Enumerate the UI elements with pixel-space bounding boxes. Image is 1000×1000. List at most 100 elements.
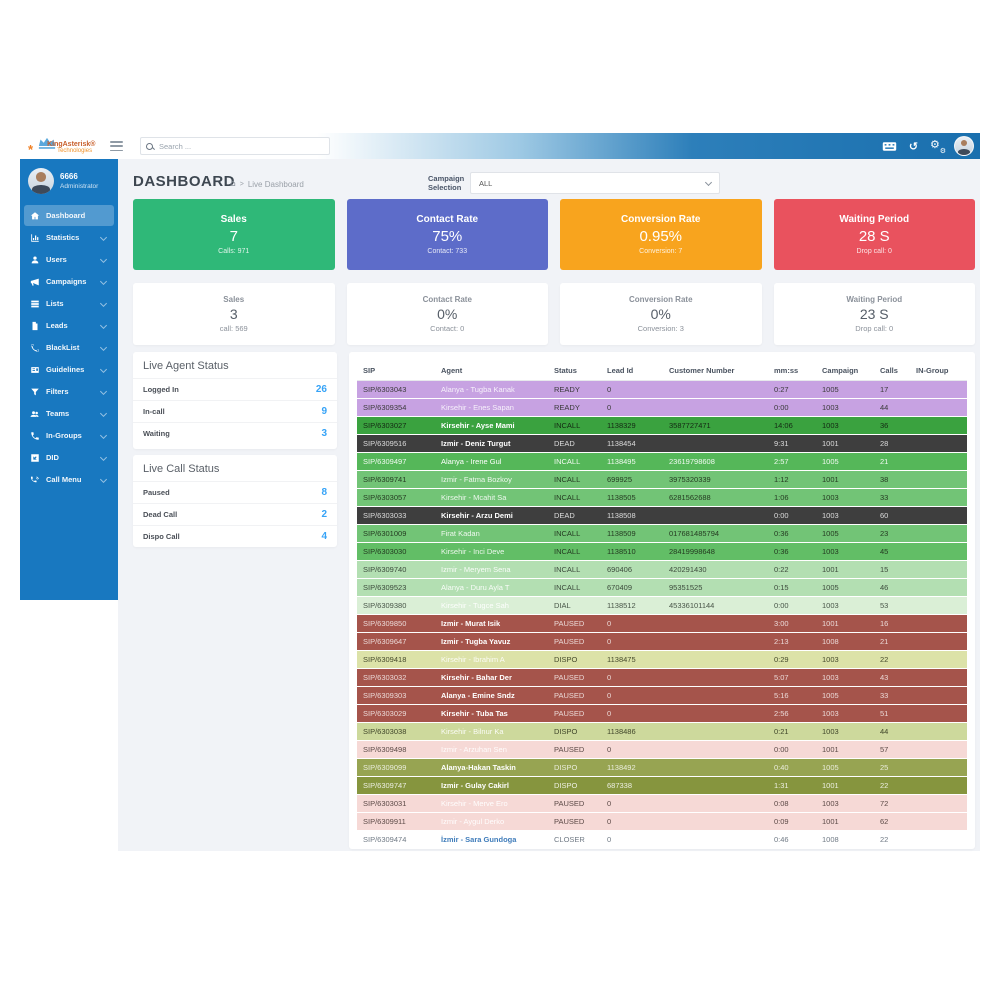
table-row[interactable]: SIP/6303029 Kirsehir - Tuba Tas PAUSED 0 2:5… <box>357 704 967 723</box>
cell-sip: SIP/6309354 <box>363 403 407 412</box>
sidebar-item-teams[interactable]: Teams <box>24 403 114 424</box>
summary-card-value: 3 <box>229 306 238 322</box>
table-row[interactable]: SIP/6303033 Kirsehir - Arzu Demi DEAD 11385… <box>357 506 967 525</box>
cell-calls: 17 <box>880 385 889 394</box>
table-row[interactable]: SIP/6309516 Izmir - Deniz Turgut DEAD 11384… <box>357 434 967 453</box>
cell-time: 5:16 <box>774 691 789 700</box>
stat-card-value: 28 S <box>858 228 890 245</box>
cell-in-group <box>910 687 967 705</box>
table-row[interactable]: SIP/6303031 Kirsehir - Merve Ero PAUSED 0 0:… <box>357 794 967 813</box>
table-row[interactable]: SIP/6309850 Izmir - Murat Isik PAUSED 0 3:00… <box>357 614 967 633</box>
status-row-value: 4 <box>321 531 327 542</box>
table-row[interactable]: SIP/6309099 Alanya-Hakan Taskin DISPO 11384… <box>357 758 967 777</box>
table-row[interactable]: SIP/6303030 Kirsehir - Inci Deve INCALL 113… <box>357 542 967 561</box>
sidebar-item-lists[interactable]: Lists <box>24 293 114 314</box>
column-header-status: Status <box>548 360 601 381</box>
chevron-down-icon <box>99 255 108 264</box>
cell-campaign: 1005 <box>822 457 839 466</box>
home-icon[interactable]: ⌂ <box>230 179 236 189</box>
table-row[interactable]: SIP/6309474 İzmir - Sara Gundoga CLOSER 0 0:… <box>357 830 967 849</box>
cell-customer-number <box>663 831 768 849</box>
home-icon <box>30 211 40 221</box>
topbar-user-avatar[interactable] <box>954 136 974 156</box>
cell-campaign: 1003 <box>822 655 839 664</box>
sidebar-item-leads[interactable]: Leads <box>24 315 114 336</box>
cell-lead-id: 0 <box>607 385 612 394</box>
cell-status: INCALL <box>554 493 581 502</box>
table-row[interactable]: SIP/6303027 Kirsehir - Ayse Mami INCALL 113… <box>357 416 967 435</box>
table-row[interactable]: SIP/6303038 Kirsehir - Bilnur Ka DISPO 1138… <box>357 722 967 741</box>
menu-toggle-button[interactable] <box>110 141 123 151</box>
cell-time: 0:00 <box>774 511 789 520</box>
cell-agent: Alanya - Duru Ayla T <box>441 583 510 592</box>
search-input[interactable] <box>157 140 324 152</box>
brand-logo[interactable]: * KingAsterisk® Technologies <box>28 134 95 158</box>
sidebar-item-statistics[interactable]: Statistics <box>24 227 114 248</box>
cell-sip: SIP/6309516 <box>363 439 407 448</box>
cell-customer-number: 017681485794 <box>669 529 720 538</box>
sidebar-item-call-menu[interactable]: Call Menu <box>24 469 114 490</box>
sidebar-item-dashboard[interactable]: Dashboard <box>24 205 114 226</box>
status-row-label: Paused <box>143 488 170 497</box>
keyboard-icon[interactable] <box>882 140 897 153</box>
table-row[interactable]: SIP/6309911 Izmir - Aygul Derko PAUSED 0 0:0… <box>357 812 967 831</box>
cell-campaign: 1001 <box>822 475 839 484</box>
history-icon[interactable]: ↺ <box>908 139 919 153</box>
cell-lead-id: 690406 <box>607 565 633 574</box>
table-row[interactable]: SIP/6301009 Firat Kadan INCALL 1138509 01768… <box>357 524 967 543</box>
table-row[interactable]: SIP/6309740 Izmir - Meryem Sena INCALL 6904… <box>357 560 967 579</box>
sidebar: 6666 Administrator Dashboard Statistics Us… <box>20 159 118 600</box>
cell-campaign: 1005 <box>822 763 839 772</box>
cell-calls: 45 <box>880 547 889 556</box>
cell-customer-number: 95351525 <box>669 583 703 592</box>
table-row[interactable]: SIP/6309647 Izmir - Tugba Yavuz PAUSED 0 2:1… <box>357 632 967 651</box>
sidebar-item-guidelines[interactable]: Guidelines <box>24 359 114 380</box>
cell-lead-id: 0 <box>607 835 612 844</box>
cell-sip: SIP/6309380 <box>363 601 407 610</box>
sidebar-item-filters[interactable]: Filters <box>24 381 114 402</box>
sidebar-item-campaigns[interactable]: Campaigns <box>24 271 114 292</box>
cell-status: INCALL <box>554 565 581 574</box>
cell-sip: SIP/6303029 <box>363 709 407 718</box>
chevron-down-icon <box>99 365 108 374</box>
sidebar-item-in-groups[interactable]: In-Groups <box>24 425 114 446</box>
breadcrumb-current[interactable]: Live Dashboard <box>247 179 304 189</box>
table-row[interactable]: SIP/6309497 Alanya - Irene Gul INCALL 11384… <box>357 452 967 471</box>
search-box[interactable] <box>140 137 330 155</box>
table-row[interactable]: SIP/6309354 Kirsehir - Enes Sapan READY 0 0:… <box>357 398 967 417</box>
settings-gears-icon[interactable]: ⚙ ⚙ <box>930 138 946 155</box>
cell-status: DISPO <box>554 727 578 736</box>
status-row-value: 8 <box>321 487 327 498</box>
table-row[interactable]: SIP/6303057 Kirsehir - Mcahit Sa INCALL 113… <box>357 488 967 507</box>
cell-campaign: 1005 <box>822 583 839 592</box>
cell-time: 3:00 <box>774 619 789 628</box>
sidebar-item-users[interactable]: Users <box>24 249 114 270</box>
cell-customer-number <box>663 399 768 417</box>
table-row[interactable]: SIP/6303032 Kirsehir - Bahar Der PAUSED 0 5:… <box>357 668 967 687</box>
table-row[interactable]: SIP/6309523 Alanya - Duru Ayla T INCALL 670… <box>357 578 967 597</box>
table-row[interactable]: SIP/6303043 Alanya - Tugba Kanak READY 0 0:2… <box>357 380 967 399</box>
column-header-customer-number: Customer Number <box>663 360 768 381</box>
cell-status: PAUSED <box>554 709 585 718</box>
cell-agent: Kirsehir - Enes Sapan <box>441 403 514 412</box>
table-row[interactable]: SIP/6309747 Izmir - Gulay Cakirl DISPO 6873… <box>357 776 967 795</box>
sidebar-item-blacklist[interactable]: BlackList <box>24 337 114 358</box>
cell-lead-id: 0 <box>607 709 612 718</box>
table-row[interactable]: SIP/6309498 Izmir - Arzuhan Sen PAUSED 0 0:0… <box>357 740 967 759</box>
column-header-calls: Calls <box>874 360 910 381</box>
cell-status: DEAD <box>554 439 575 448</box>
table-row[interactable]: SIP/6309741 Izmir - Fatma Bozkoy INCALL 699… <box>357 470 967 489</box>
table-row[interactable]: SIP/6309380 Kirsehir - Tugce Sah DIAL 11385… <box>357 596 967 615</box>
chevron-down-icon <box>99 299 108 308</box>
cell-agent: Izmir - Aygul Derko <box>441 817 505 826</box>
campaign-select[interactable]: ALL <box>470 172 720 194</box>
table-row[interactable]: SIP/6309418 Kirsehir - Ibrahim A DISPO 1138… <box>357 650 967 669</box>
cell-calls: 15 <box>880 565 889 574</box>
table-row[interactable]: SIP/6309303 Alanya - Emine Sndz PAUSED 0 5:1… <box>357 686 967 705</box>
cell-campaign: 1003 <box>822 709 839 718</box>
cell-lead-id: 0 <box>607 691 612 700</box>
sidebar-item-did[interactable]: DID <box>24 447 114 468</box>
stat-cards-row: Sales 7 Calls: 971 Contact Rate 75% Contact: … <box>133 199 975 270</box>
cell-customer-number <box>663 705 768 723</box>
cell-lead-id: 1138509 <box>607 529 636 538</box>
